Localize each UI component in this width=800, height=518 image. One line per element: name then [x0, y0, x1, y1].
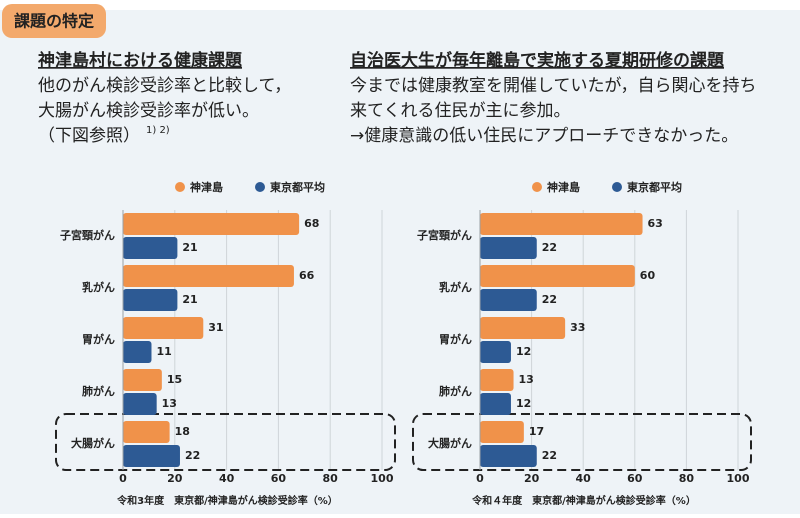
- bar: [480, 445, 537, 467]
- bar: [123, 445, 180, 467]
- value-label: 13: [519, 373, 534, 386]
- bar: [480, 369, 514, 391]
- value-label: 21: [182, 293, 197, 306]
- x-tick-label: 20: [167, 472, 183, 485]
- legend-marker: [255, 182, 265, 192]
- x-axis-label: 令和3年度 東京都/神津島がん検診受診率（%）: [116, 494, 338, 507]
- x-tick-label: 100: [727, 472, 750, 485]
- x-tick-label: 100: [371, 472, 394, 485]
- tag: 課題の特定: [14, 12, 94, 31]
- y-tick-label: 胃がん: [439, 332, 472, 346]
- x-tick-label: 60: [627, 472, 643, 485]
- x-tick-label: 40: [576, 472, 592, 485]
- legend-label: 東京都平均: [627, 180, 682, 194]
- body-line: 今までは健康教室を開催していたが，自ら関心を持ち: [350, 76, 756, 96]
- value-label: 68: [304, 217, 319, 230]
- legend-marker: [532, 182, 542, 192]
- tag-box: [2, 4, 106, 38]
- value-label: 21: [182, 241, 197, 254]
- bar: [123, 237, 178, 259]
- y-tick-label: 肺がん: [439, 384, 472, 398]
- value-label: 33: [570, 321, 585, 334]
- x-tick-label: 0: [119, 472, 127, 485]
- body-line: 他のがん検診受診率と比較して，: [38, 76, 291, 96]
- legend-label: 東京都平均: [270, 180, 325, 194]
- bar: [123, 393, 157, 415]
- x-tick-label: 40: [219, 472, 235, 485]
- y-tick-label: 大腸がん: [428, 436, 472, 450]
- value-label: 66: [299, 269, 315, 282]
- value-label: 22: [542, 449, 557, 462]
- x-axis-label: 令和４年度 東京都/神津島がん検診受診率（%）: [471, 494, 696, 507]
- value-label: 31: [208, 321, 223, 334]
- note: 1) 2): [146, 125, 170, 136]
- body-line: 大腸がん検診受診率が低い。: [38, 101, 259, 121]
- y-tick-label: 乳がん: [82, 280, 115, 294]
- bar: [123, 289, 178, 311]
- value-label: 15: [167, 373, 182, 386]
- heading: 神津島村における健康課題: [38, 50, 243, 71]
- y-tick-label: 大腸がん: [71, 436, 115, 450]
- value-label: 17: [529, 425, 544, 438]
- x-tick-label: 80: [679, 472, 695, 485]
- body-line: （下図参照）: [38, 126, 140, 146]
- x-tick-label: 0: [476, 472, 484, 485]
- bar: [123, 317, 204, 339]
- value-label: 22: [542, 241, 557, 254]
- bar: [123, 265, 294, 287]
- bar: [123, 421, 170, 443]
- legend-label: 神津島: [547, 180, 580, 194]
- y-tick-label: 肺がん: [82, 384, 115, 398]
- legend-marker: [175, 182, 185, 192]
- value-label: 18: [175, 425, 190, 438]
- value-label: 22: [542, 293, 557, 306]
- bar: [480, 393, 511, 415]
- bar: [480, 265, 635, 287]
- body-line: 来てくれる住民が主に参加。: [350, 101, 571, 121]
- bar: [123, 341, 152, 363]
- value-label: 13: [162, 397, 177, 410]
- body-line: →健康意識の低い住民にアプローチできなかった。: [350, 126, 738, 146]
- y-tick-label: 乳がん: [439, 280, 472, 294]
- value-label: 60: [640, 269, 656, 282]
- bar: [480, 289, 537, 311]
- bar: [123, 369, 162, 391]
- highlight-box: [412, 413, 752, 471]
- value-label: 63: [648, 217, 663, 230]
- x-tick-label: 20: [524, 472, 540, 485]
- legend-label: 神津島: [190, 180, 223, 194]
- bar: [123, 213, 300, 235]
- legend-marker: [612, 182, 622, 192]
- bar: [480, 213, 643, 235]
- y-tick-label: 子宮頸がん: [417, 228, 472, 242]
- heading: 自治医大生が毎年離島で実施する夏期研修の課題: [350, 50, 725, 71]
- bar: [480, 237, 537, 259]
- value-label: 11: [156, 345, 171, 358]
- bar: [480, 341, 511, 363]
- highlight-box: [55, 413, 396, 471]
- x-tick-label: 60: [271, 472, 287, 485]
- value-label: 12: [516, 397, 531, 410]
- value-label: 22: [185, 449, 200, 462]
- bar: [480, 317, 566, 339]
- y-tick-label: 胃がん: [82, 332, 115, 346]
- x-tick-label: 80: [323, 472, 339, 485]
- bar: [480, 421, 524, 443]
- y-tick-label: 子宮頸がん: [60, 228, 115, 242]
- value-label: 12: [516, 345, 531, 358]
